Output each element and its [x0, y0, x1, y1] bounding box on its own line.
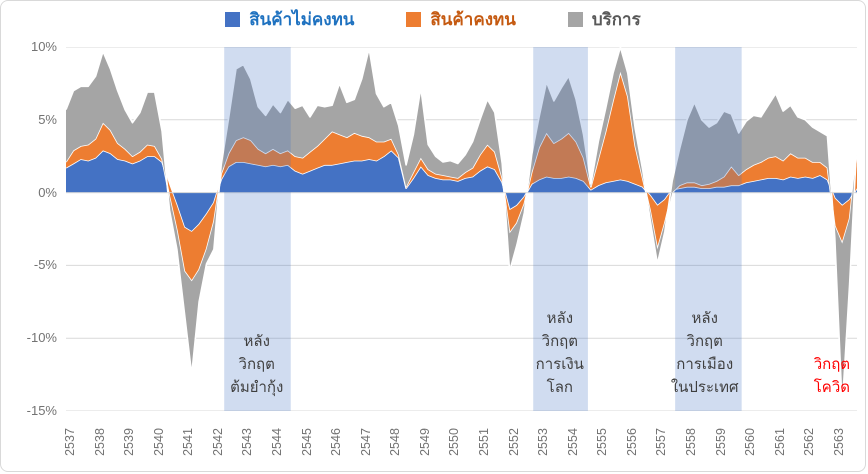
area-series-2	[66, 71, 857, 282]
crisis-highlight-band-2	[533, 47, 588, 411]
y-tick-label: -15%	[26, 403, 57, 418]
x-tick-label: 2548	[388, 428, 403, 456]
legend-label: บริการ	[591, 10, 641, 29]
x-tick-label: 2551	[476, 428, 491, 456]
x-tick-label: 2554	[565, 428, 580, 456]
legend-label: สินค้าคงทน	[430, 10, 516, 29]
y-tick-label: -10%	[26, 330, 57, 346]
x-tick-label: 2549	[417, 428, 432, 456]
x-tick-label: 2539	[122, 428, 137, 456]
x-tick-label: 2560	[743, 428, 758, 456]
legend-item-3: บริการ	[567, 10, 641, 29]
x-tick-label: 2543	[240, 428, 255, 456]
legend-swatch-icon	[406, 12, 422, 27]
covid-crisis-label: วิกฤต โควิด	[813, 356, 851, 396]
x-tick-label: 2542	[210, 428, 225, 456]
crisis-highlight-band-3	[675, 47, 742, 411]
x-tick-label: 2538	[92, 428, 107, 456]
area-series-1	[66, 150, 857, 232]
legend-item-2: สินค้าคงทน	[406, 10, 516, 29]
x-tick-label: 2556	[624, 428, 639, 456]
band-label-1: หลัง วิกฤต ต้มยำกุ้ง	[230, 333, 284, 396]
x-tick-label: 2540	[151, 428, 166, 456]
x-tick-label: 2547	[358, 428, 373, 456]
x-tick-label: 2561	[772, 428, 787, 456]
x-tick-label: 2563	[831, 428, 846, 456]
x-tick-label: 2555	[595, 428, 610, 456]
y-tick-label: -5%	[33, 257, 57, 273]
y-tick-label: 0%	[38, 184, 57, 200]
x-tick-label: 2544	[269, 428, 284, 456]
x-tick-label: 2557	[654, 428, 669, 456]
plot-area	[65, 46, 858, 416]
y-tick-label: 10%	[30, 39, 57, 54]
x-tick-label: 2553	[536, 428, 551, 456]
legend-item-1: สินค้าไม่คงทน	[225, 11, 354, 28]
x-tick-label: 2545	[299, 428, 314, 456]
x-tick-label: 2559	[713, 428, 728, 456]
legend-label: สินค้าไม่คงทน	[249, 10, 355, 29]
x-tick-label: 2541	[181, 428, 196, 456]
area-series-3	[66, 47, 857, 409]
crisis-highlight-band-1	[224, 47, 291, 411]
area-outline	[65, 46, 858, 409]
y-tick-label: 5%	[38, 111, 57, 127]
x-tick-label: 2550	[447, 428, 462, 456]
legend-swatch-icon	[567, 12, 583, 27]
area-outline	[65, 71, 858, 283]
x-tick-label: 2537	[63, 428, 77, 456]
x-tick-label: 2562	[802, 428, 817, 456]
legend-swatch-icon	[225, 12, 241, 27]
band-label-2: หลัง วิกฤต การเงิน โลก	[535, 310, 584, 396]
legend: สินค้าไม่คงทน สินค้าคงทน บริการ	[1, 11, 865, 28]
band-label-3: หลัง วิกฤต การเมือง ในประเทศ	[670, 310, 739, 396]
x-tick-label: 2558	[683, 428, 698, 456]
chart-canvas	[65, 46, 858, 412]
x-tick-label: 2552	[506, 428, 521, 456]
x-tick-label: 2546	[329, 428, 344, 456]
